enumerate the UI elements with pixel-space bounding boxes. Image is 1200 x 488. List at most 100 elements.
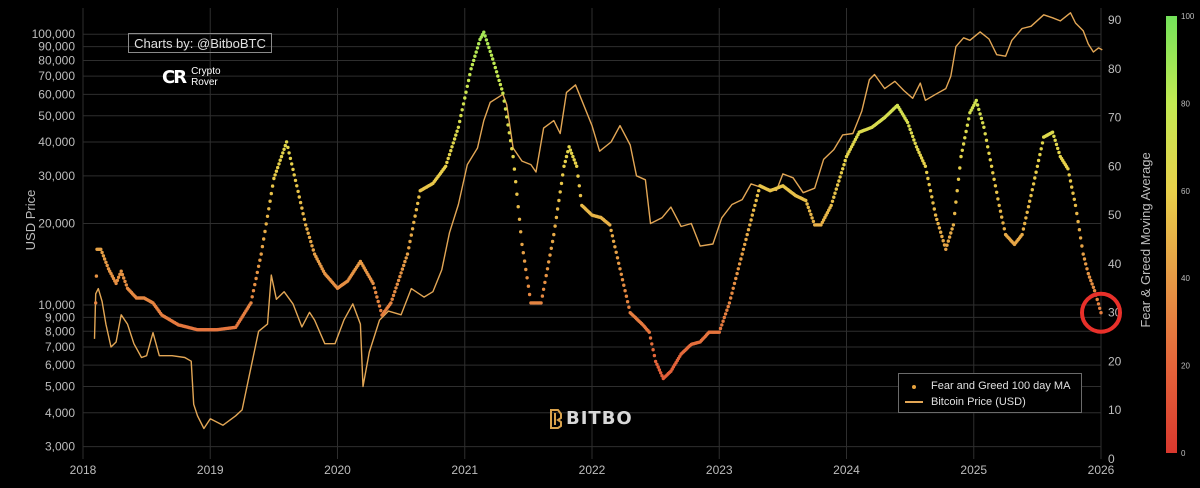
fear-greed-point	[1067, 173, 1071, 177]
fear-greed-point	[447, 152, 452, 157]
fear-greed-point	[983, 132, 987, 136]
fear-greed-point	[810, 216, 814, 220]
fear-greed-point	[729, 296, 733, 300]
fear-greed-point	[109, 271, 113, 276]
fear-greed-point	[408, 239, 412, 244]
fear-greed-point	[1026, 205, 1031, 209]
fear-greed-point	[935, 217, 939, 222]
fear-greed-point	[839, 171, 844, 175]
fear-greed-point	[917, 150, 921, 155]
fear-greed-point	[942, 243, 947, 247]
fear-greed-point	[1050, 130, 1055, 134]
fear-greed-point	[379, 308, 383, 313]
fear-greed-point	[105, 263, 109, 268]
fear-greed-point	[757, 189, 761, 193]
fear-greed-point	[907, 124, 911, 128]
fear-greed-point	[282, 147, 286, 151]
fear-greed-point	[1072, 197, 1077, 201]
fear-greed-point	[412, 220, 416, 225]
x-tick-label: 2024	[833, 463, 860, 477]
fear-greed-point	[391, 293, 396, 298]
fear-greed-point	[293, 178, 298, 183]
fear-greed-point	[722, 315, 726, 320]
left-tick-label: 100,000	[32, 27, 76, 41]
fear-greed-point	[251, 289, 256, 293]
fear-greed-point	[517, 217, 522, 221]
fear-greed-point	[617, 261, 621, 265]
fear-greed-point	[1033, 176, 1037, 180]
fear-greed-point	[843, 158, 847, 163]
fear-greed-point	[253, 282, 257, 287]
fear-greed-point	[489, 53, 494, 57]
fear-greed-point	[114, 281, 118, 286]
fear-greed-point	[563, 159, 567, 164]
fear-greed-point	[300, 206, 304, 210]
left-tick-label: 6,000	[45, 358, 75, 372]
fear-greed-point	[279, 154, 284, 159]
fear-greed-point	[544, 273, 548, 278]
fear-greed-point	[543, 280, 547, 285]
fear-greed-point	[1052, 134, 1056, 138]
fear-greed-point	[102, 257, 107, 261]
fear-greed-point	[1066, 167, 1070, 171]
fear-greed-point	[503, 107, 508, 111]
fear-greed-point	[558, 190, 562, 194]
fear-greed-point	[979, 116, 984, 121]
fear-greed-point	[295, 184, 299, 188]
fear-greed-point	[256, 264, 261, 268]
fear-greed-point	[124, 283, 128, 287]
fear-greed-point	[516, 205, 520, 209]
fear-greed-point	[981, 121, 985, 125]
fear-greed-point	[554, 215, 559, 220]
fear-greed-point	[468, 72, 472, 77]
fear-greed-point	[407, 246, 411, 250]
fear-greed-point	[974, 98, 978, 103]
fear-greed-point	[456, 125, 461, 129]
fear-greed-point	[512, 167, 517, 171]
fear-greed-point	[997, 203, 1001, 208]
fear-greed-point	[956, 177, 961, 181]
rover-logo-line1: Crypto	[191, 66, 221, 77]
fear-greed-point	[921, 159, 925, 163]
fear-greed-point	[1024, 216, 1028, 220]
fear-greed-point	[304, 223, 308, 227]
fear-greed-point	[933, 213, 938, 217]
rover-logo-text: Crypto Rover	[191, 66, 220, 88]
fear-greed-point	[479, 35, 483, 39]
fear-greed-point	[498, 82, 503, 87]
x-tick-label: 2020	[324, 463, 351, 477]
fear-greed-point	[115, 278, 120, 283]
fear-greed-point	[297, 195, 301, 199]
fear-greed-point	[648, 336, 653, 340]
fear-greed-point	[309, 239, 313, 244]
fear-greed-point	[445, 160, 449, 165]
fear-greed-point	[394, 286, 398, 290]
x-tick-label: 2026	[1088, 463, 1115, 477]
fear-greed-point	[302, 217, 307, 221]
fear-greed-point	[525, 276, 529, 280]
fear-greed-point	[961, 142, 966, 146]
fear-greed-point	[100, 250, 104, 255]
fear-greed-point	[718, 326, 723, 331]
fear-greed-point	[284, 140, 289, 144]
fear-greed-point	[286, 145, 290, 150]
fear-greed-point	[939, 230, 943, 234]
fear-greed-point	[1081, 252, 1085, 256]
fear-greed-point	[837, 179, 841, 183]
fear-greed-point	[393, 290, 397, 294]
fear-greed-point	[553, 224, 557, 228]
fear-greed-point	[1021, 227, 1026, 231]
colorbar	[1166, 16, 1177, 453]
fear-greed-point	[611, 239, 616, 243]
fear-greed-point	[514, 180, 518, 184]
fear-greed-point	[809, 212, 813, 217]
fear-greed-point	[958, 166, 962, 170]
fear-greed-point	[987, 151, 991, 155]
fear-greed-point	[493, 65, 497, 70]
fear-greed-point	[959, 154, 963, 159]
fear-greed-point	[454, 133, 458, 137]
fear-greed-point	[104, 260, 108, 264]
fear-greed-point	[444, 164, 448, 168]
fear-greed-point	[1078, 236, 1083, 240]
